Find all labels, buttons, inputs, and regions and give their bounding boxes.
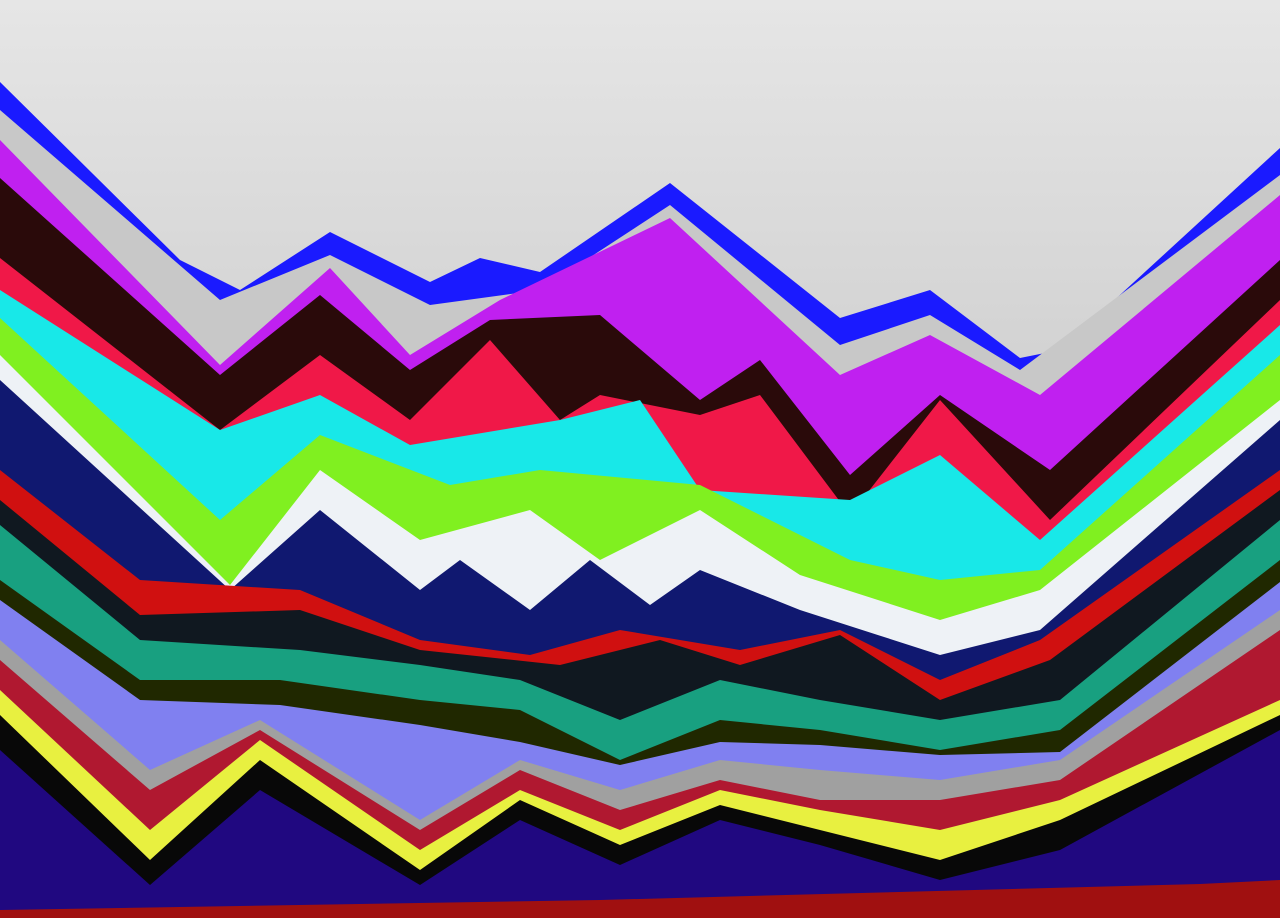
bottom-red-band: [0, 880, 1280, 918]
bands-group: [0, 82, 1280, 918]
indigo-band: [0, 730, 1280, 918]
